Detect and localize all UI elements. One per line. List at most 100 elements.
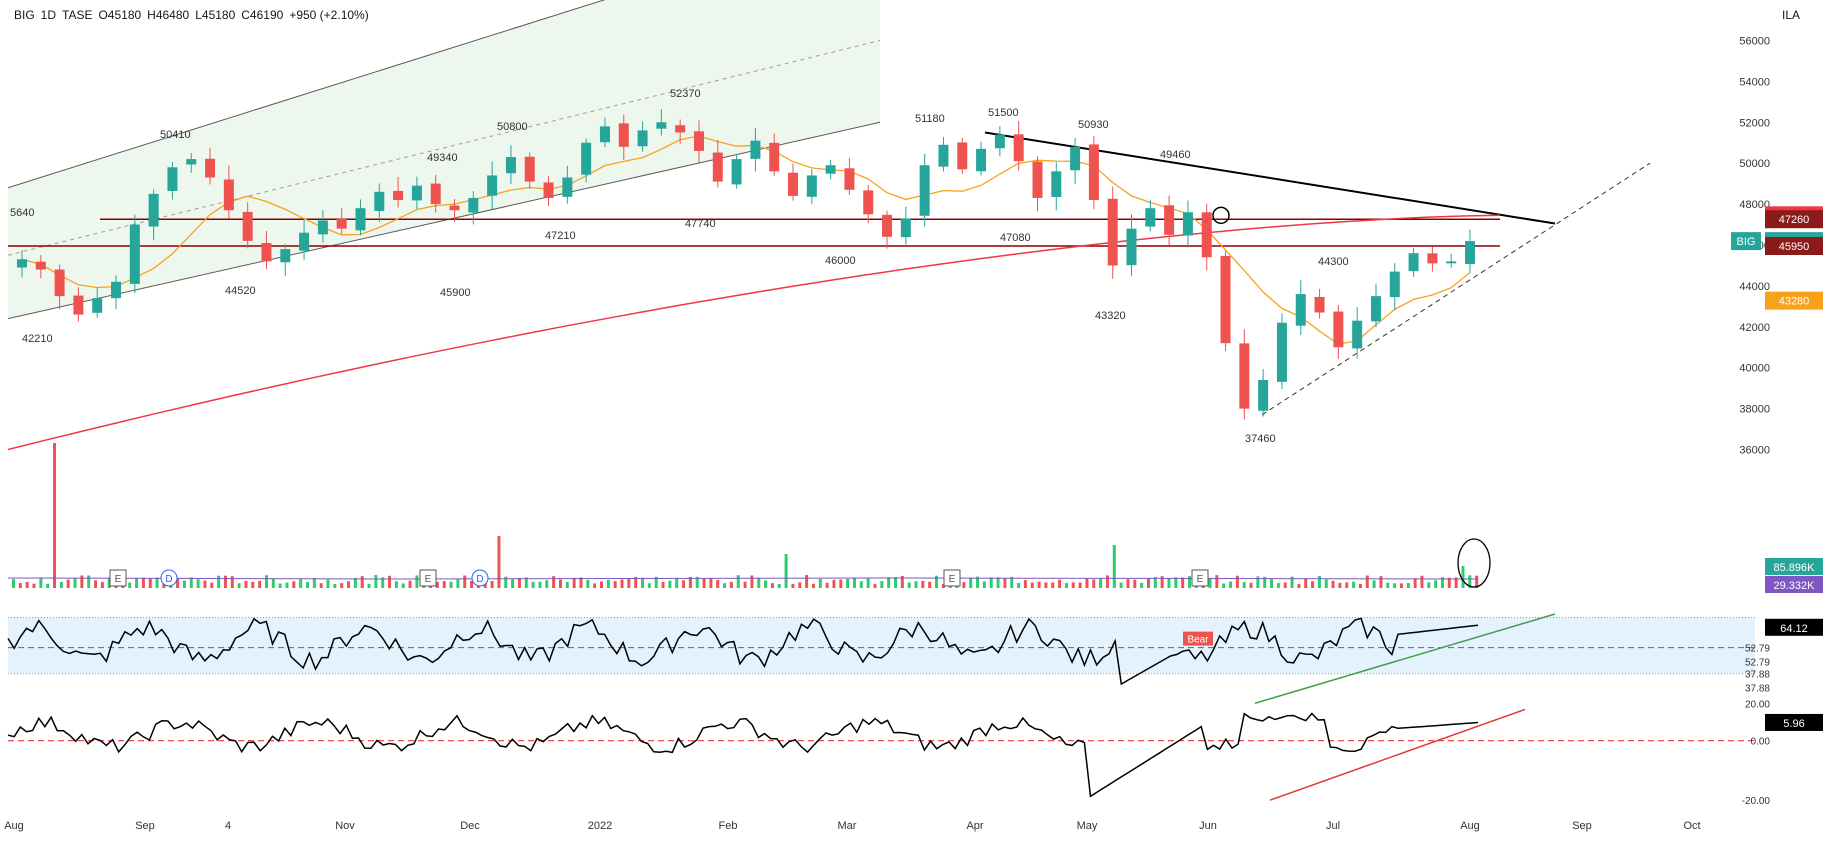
volume-bar — [606, 579, 610, 588]
volume-bar — [1188, 576, 1191, 588]
volume-bar — [223, 575, 227, 588]
volume-bar — [1003, 578, 1007, 588]
volume-bar — [237, 583, 241, 588]
volume-bar — [306, 582, 309, 588]
chart-header: BIG 1D TASE O45180 H46480 L45180 C46190 +950 (+… — [14, 8, 375, 22]
volume-bar — [1215, 575, 1219, 588]
volume-bar — [976, 576, 980, 588]
volume-bar — [360, 576, 364, 588]
candle-body — [299, 232, 310, 251]
volume-bar — [1242, 582, 1246, 588]
volume-bar — [388, 575, 392, 588]
candle-body — [449, 205, 460, 211]
volume-bar — [907, 582, 911, 588]
volume-bar — [572, 577, 576, 588]
oscillator-line — [7, 712, 1479, 798]
volume-bar — [1153, 576, 1157, 588]
volume-group — [12, 443, 1479, 588]
volume-bar — [59, 581, 63, 588]
volume-bar — [538, 581, 542, 588]
volume-bar — [1092, 579, 1096, 588]
volume-bar — [805, 575, 809, 588]
volume-bar — [798, 582, 802, 588]
candle-body — [957, 142, 968, 170]
volume-bar — [969, 577, 973, 588]
volume-bar — [470, 580, 474, 588]
candle-body — [505, 157, 516, 174]
event-marker-label: E — [1197, 574, 1204, 585]
volume-bar — [1208, 578, 1212, 588]
low-value: L45180 — [195, 8, 236, 22]
x-axis-label: Dec — [460, 820, 480, 832]
earnings-marker — [109, 569, 127, 587]
low-annotation: 46000 — [825, 255, 856, 267]
volume-bar — [832, 579, 836, 588]
x-axis-label: Sep — [135, 820, 155, 832]
volume-bar — [859, 581, 863, 588]
candle-body — [863, 190, 874, 215]
candle-body — [1107, 198, 1118, 266]
price-tick-label: 40000 — [1739, 363, 1770, 375]
price-badge — [1765, 237, 1823, 256]
volume-bar — [1276, 583, 1280, 588]
volume-bar — [244, 580, 248, 588]
volume-bar — [340, 583, 344, 588]
high-annotation: 44300 — [1318, 256, 1349, 268]
volume-bar — [1105, 575, 1109, 588]
volume-bar — [1454, 577, 1458, 588]
volume-bar — [189, 577, 193, 588]
candle-body — [374, 191, 385, 211]
volume-bar — [1338, 582, 1342, 588]
volume-badge-label: 29.332K — [1774, 580, 1816, 592]
candle-body — [1446, 261, 1457, 264]
volume-highlight-ellipse — [1457, 538, 1491, 588]
exchange-label: TASE — [62, 8, 93, 22]
volume-bar — [852, 577, 856, 588]
change-value: +950 (+2.10%) — [289, 8, 369, 22]
candle-body — [317, 220, 328, 235]
volume-bar — [1352, 581, 1356, 588]
volume-bar — [654, 576, 658, 588]
volume-bar — [463, 575, 467, 588]
volume-bar — [87, 575, 91, 588]
volume-bar — [1263, 576, 1267, 588]
volume-bar — [333, 583, 337, 588]
volume-bar — [1249, 582, 1253, 588]
open-value: O45180 — [98, 8, 142, 22]
x-axis-label: Mar — [838, 820, 857, 832]
volume-bar — [1071, 582, 1075, 588]
volume-bar — [688, 576, 692, 588]
volume-bar — [32, 583, 36, 588]
high-value: H46480 — [147, 8, 190, 22]
volume-bar — [579, 577, 583, 588]
volume-bar — [627, 579, 631, 588]
volume-bar — [545, 580, 549, 588]
candle-body — [562, 177, 573, 197]
candle-body — [675, 125, 686, 133]
volume-bar — [182, 580, 186, 588]
high-annotation: 52370 — [670, 88, 701, 100]
volume-bar — [1229, 581, 1233, 588]
volume-bar — [1112, 545, 1116, 588]
volume-bar — [53, 443, 57, 588]
candle-body — [487, 175, 498, 196]
low-annotation: 47740 — [685, 218, 716, 230]
candle-body — [976, 148, 987, 172]
volume-bar — [1140, 582, 1144, 588]
volume-bar — [80, 575, 84, 588]
volume-bar — [552, 576, 556, 588]
volume-bar — [880, 581, 884, 588]
volume-bar — [770, 583, 774, 588]
volume-bar — [1099, 578, 1103, 588]
volume-bar — [1317, 575, 1321, 588]
x-axis-label: 2022 — [588, 820, 612, 832]
volume-bar — [135, 578, 139, 588]
event-marker-label: D — [165, 574, 172, 585]
volume-bar — [1044, 582, 1048, 588]
volume-bar — [709, 578, 713, 588]
channel-upper-line — [7, 0, 606, 189]
volume-bar — [497, 536, 501, 588]
price-badge-label: 47260 — [1779, 214, 1810, 226]
